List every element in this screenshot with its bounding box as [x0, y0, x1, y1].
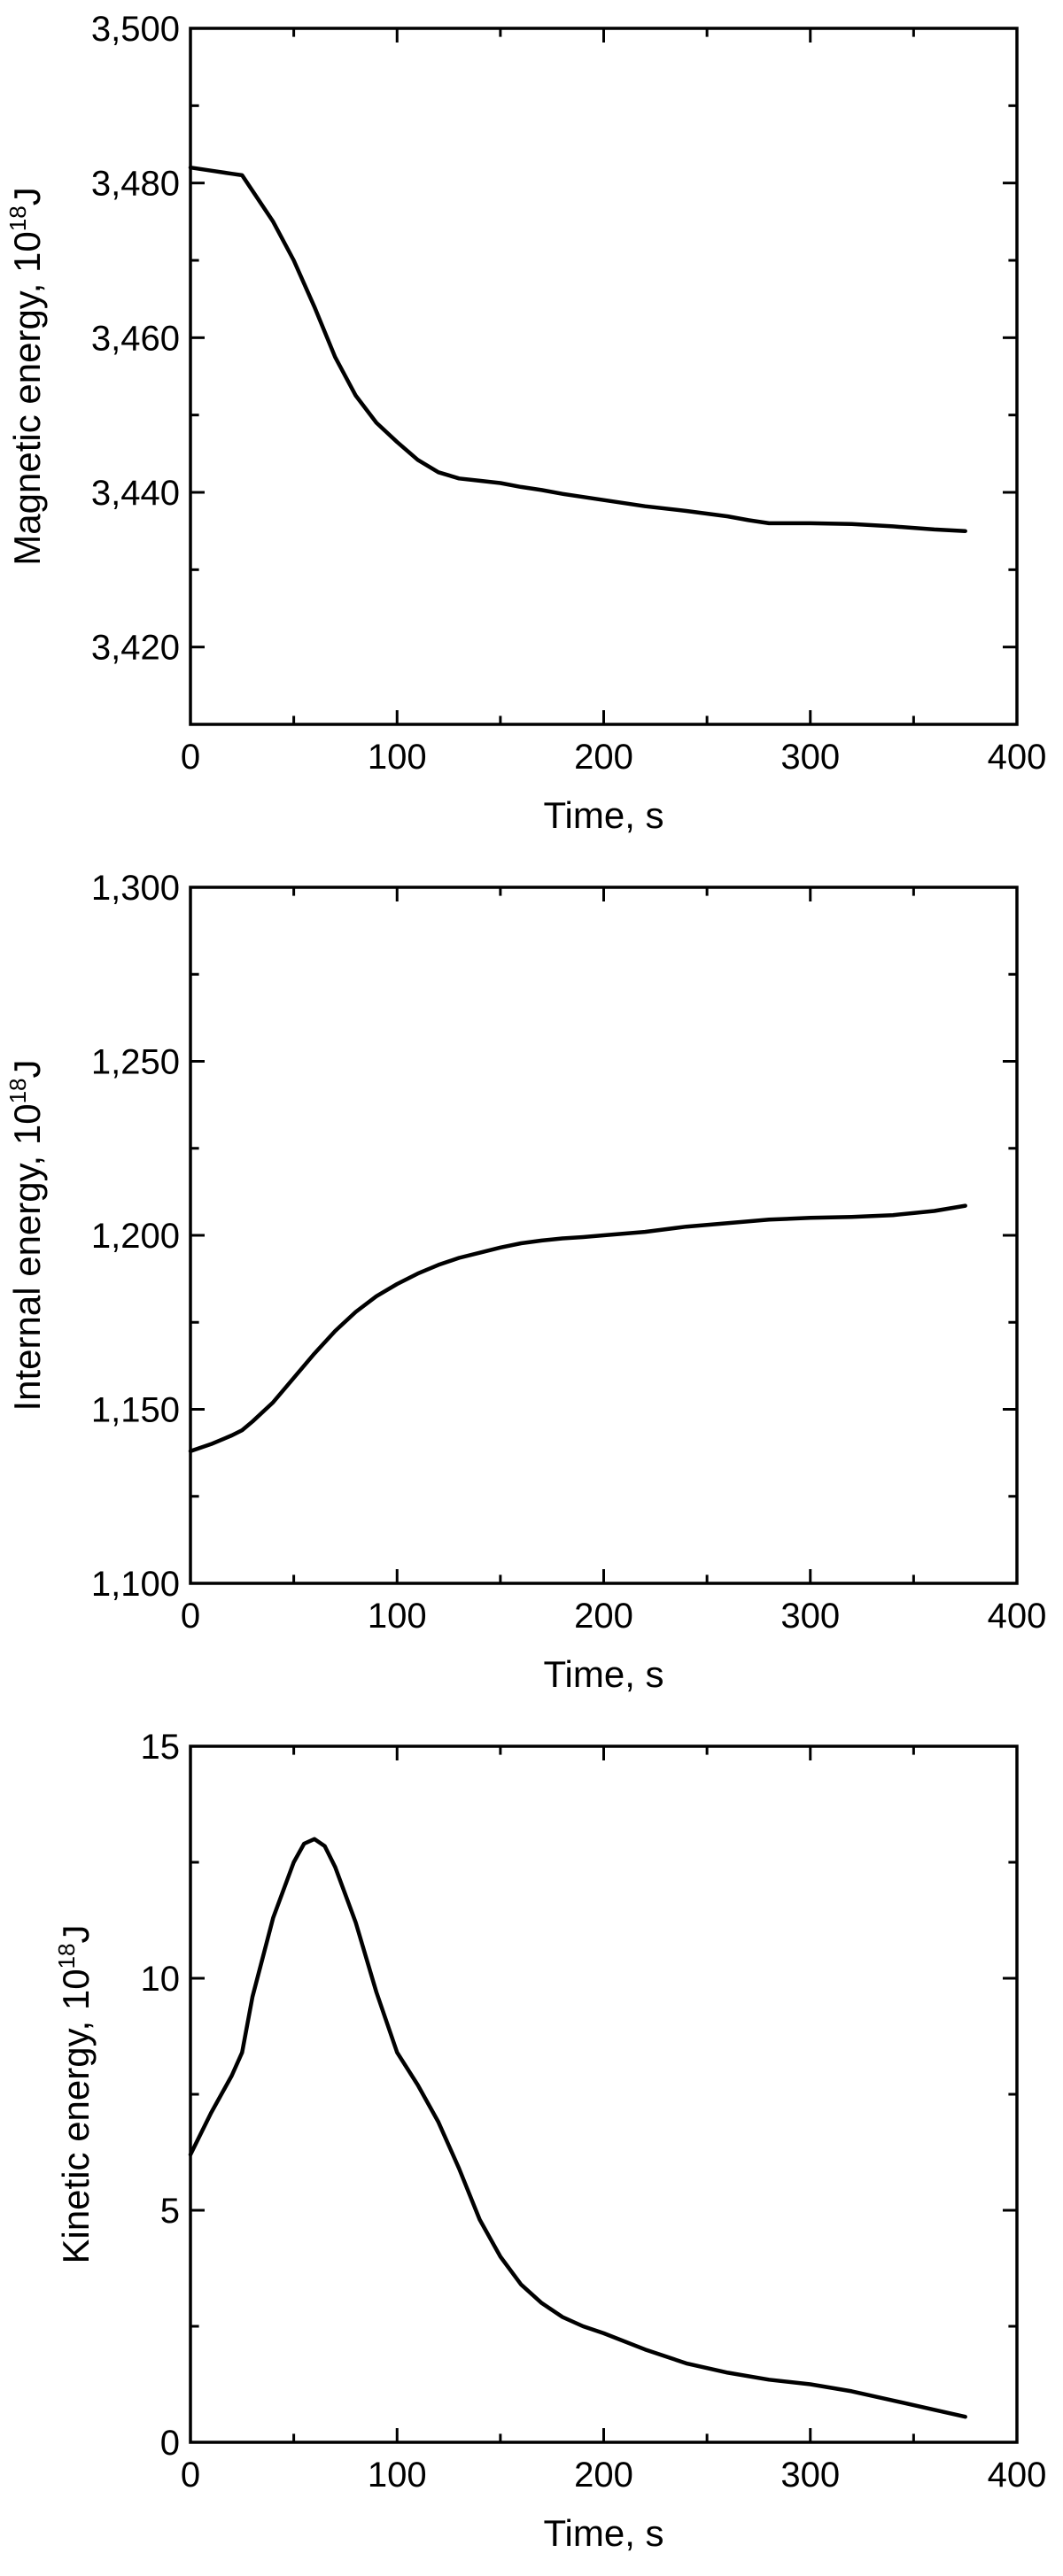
- y-axis-label: Internal energy, 1018J: [4, 1059, 48, 1411]
- plot-frame: [189, 1744, 1019, 2444]
- x-tick-label: 400: [988, 738, 1047, 777]
- series-line: [188, 165, 967, 533]
- x-tick-label: 0: [181, 1597, 200, 1636]
- y-tick-label: 3,480: [91, 165, 180, 204]
- x-tick-label: 200: [574, 1597, 633, 1636]
- x-tick-label: 100: [368, 2456, 427, 2495]
- y-tick-label: 1,250: [91, 1043, 180, 1082]
- x-axis-label: Time, s: [543, 794, 663, 836]
- magnetic-energy-chart: 0 100 200 300 400 3,420 3,440 3,460 3,480 3,500 Ti…: [4, 10, 1047, 836]
- plot-frame: [189, 27, 1019, 726]
- y-tick-label: 5: [160, 2192, 180, 2231]
- series-line: [188, 1203, 967, 1453]
- y-tick-label: 1,300: [91, 869, 180, 908]
- y-tick-label: 1,200: [91, 1217, 180, 1256]
- y-tick-label: 10: [141, 1960, 181, 1999]
- x-tick-label: 300: [780, 2456, 840, 2495]
- x-tick-label: 400: [988, 2456, 1047, 2495]
- y-tick-label: 1,150: [91, 1391, 180, 1430]
- y-tick-label: 0: [160, 2424, 180, 2463]
- x-tick-label: 300: [780, 1597, 840, 1636]
- y-tick-label: 3,460: [91, 319, 180, 358]
- x-axis-label: Time, s: [543, 2512, 663, 2554]
- x-tick-label: 200: [574, 2456, 633, 2495]
- y-tick-label: 3,440: [91, 474, 180, 513]
- x-tick-label: 200: [574, 738, 633, 777]
- x-tick-label: 0: [181, 738, 200, 777]
- x-tick-label: 400: [988, 1597, 1047, 1636]
- y-axis-label: Magnetic energy, 1018J: [4, 187, 48, 565]
- y-tick-label: 1,100: [91, 1565, 180, 1604]
- x-tick-label: 100: [368, 1597, 427, 1636]
- y-tick-label: 3,420: [91, 629, 180, 668]
- y-tick-label: 15: [141, 1728, 181, 1767]
- kinetic-energy-chart: 0 100 200 300 400 0 5 10 15 Time, s Kinetic energy…: [53, 1728, 1047, 2554]
- x-tick-label: 300: [780, 738, 840, 777]
- series-line: [188, 1837, 967, 2419]
- internal-energy-chart: 0 100 200 300 400 1,100 1,150 1,200 1,250 1,300 Ti…: [4, 869, 1047, 1695]
- x-axis-label: Time, s: [543, 1653, 663, 1695]
- x-tick-label: 100: [368, 738, 427, 777]
- x-tick-label: 0: [181, 2456, 200, 2495]
- y-axis-label: Kinetic energy, 1018J: [53, 1924, 97, 2263]
- y-tick-label: 3,500: [91, 10, 180, 49]
